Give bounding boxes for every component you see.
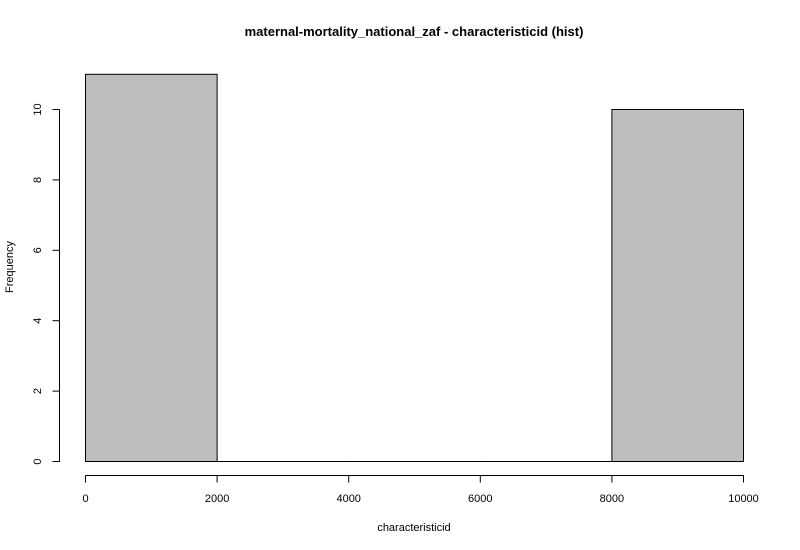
x-tick-label-2000: 2000	[205, 493, 229, 505]
histogram-bar-8000-10000	[611, 109, 745, 462]
y-tick-label-8: 8	[32, 177, 44, 183]
y-axis: 0 2 4 6 8 10	[32, 103, 60, 465]
histogram-bar-0-2000	[85, 73, 218, 463]
x-tick-label-0: 0	[82, 493, 88, 505]
x-tick-label-6000: 6000	[468, 493, 492, 505]
x-tick-label-8000: 8000	[600, 493, 624, 505]
y-tick-label-6: 6	[32, 247, 44, 253]
y-tick-label-0: 0	[32, 458, 44, 464]
y-tick-label-10: 10	[32, 103, 44, 115]
x-axis: 0 2000 4000 6000 8000 10000	[82, 475, 759, 505]
x-tick-label-10000: 10000	[728, 493, 759, 505]
bars-group	[85, 73, 745, 463]
y-axis-label: Frequency	[4, 241, 16, 293]
chart-title: maternal-mortality_national_zaf - charac…	[245, 24, 584, 39]
y-tick-label-2: 2	[32, 388, 44, 394]
x-axis-label: characteristicid	[377, 522, 450, 534]
y-tick-label-4: 4	[32, 318, 44, 324]
x-tick-label-4000: 4000	[336, 493, 360, 505]
